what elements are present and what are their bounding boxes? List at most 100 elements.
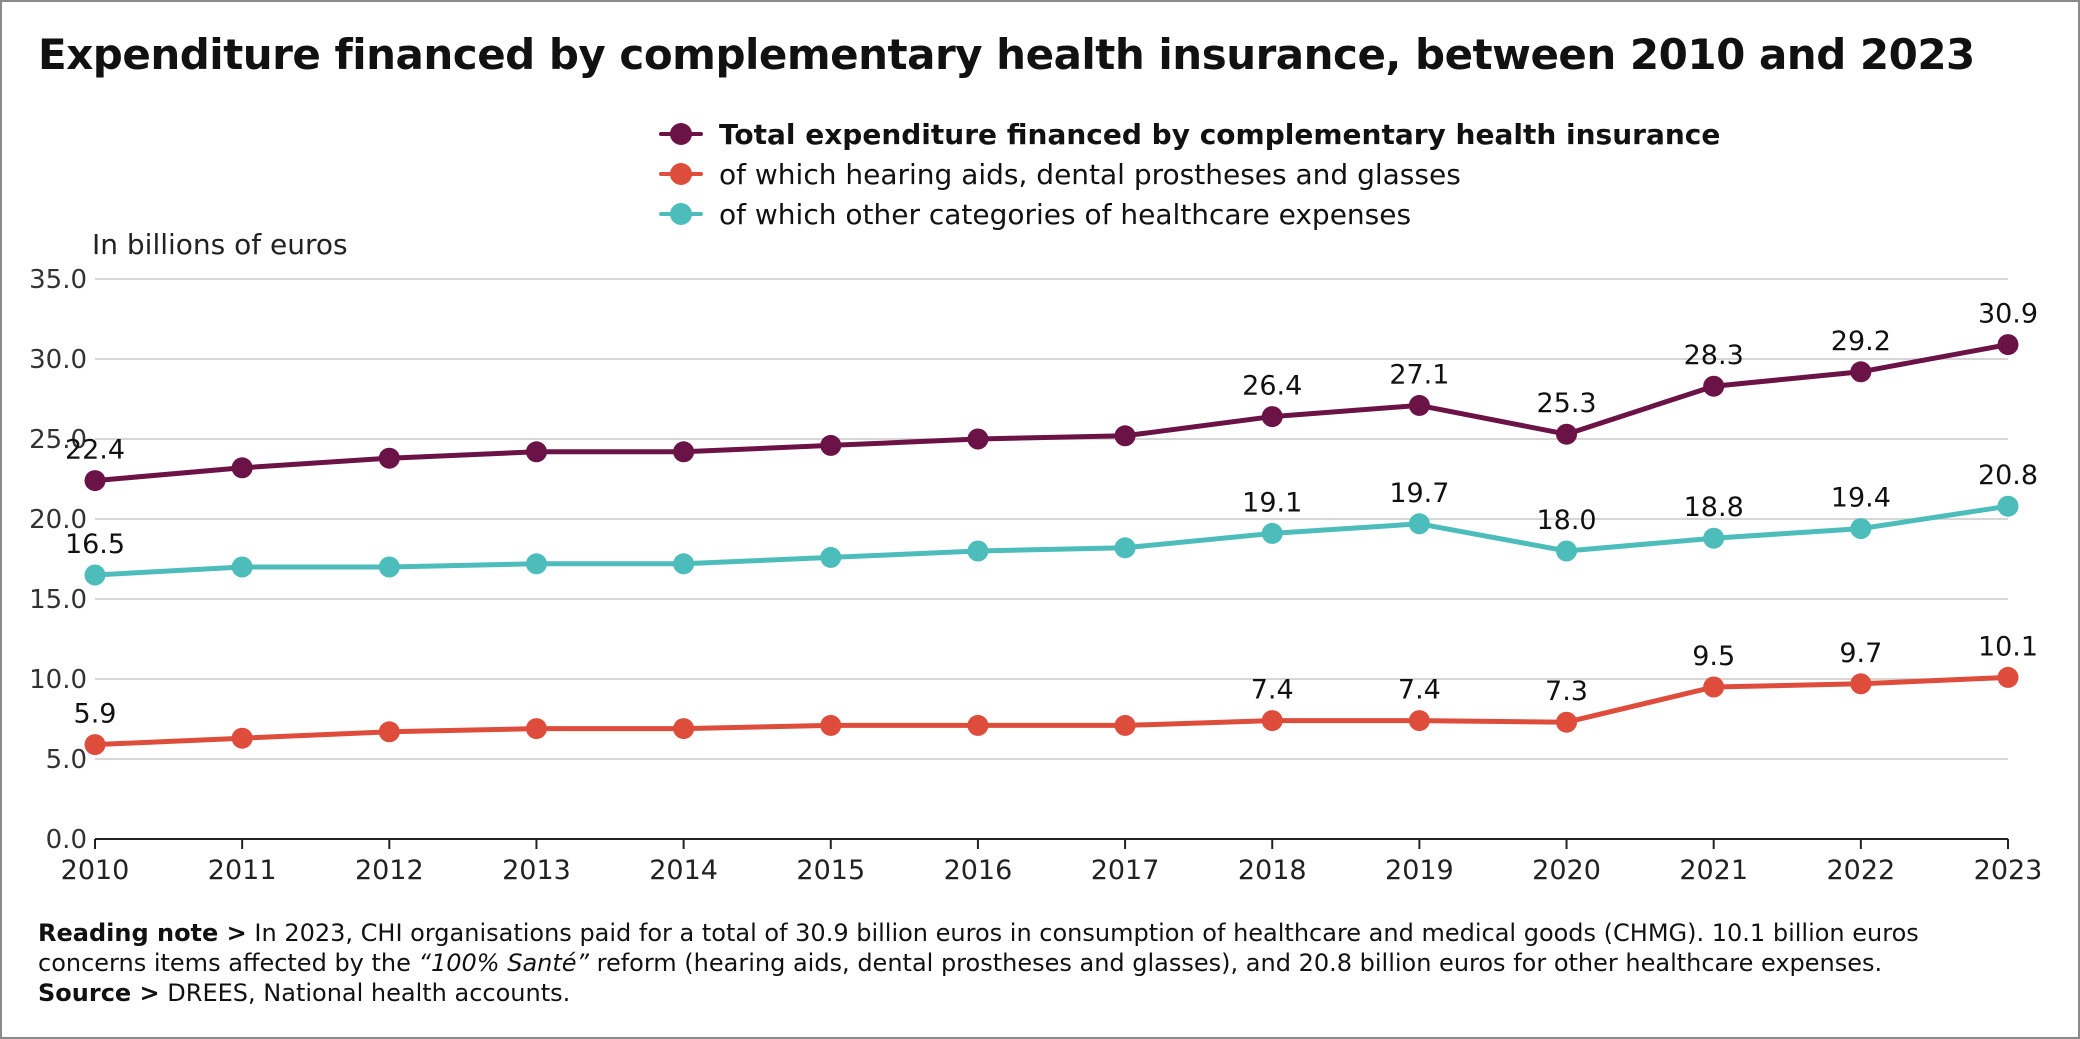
series-1-point-2013 <box>525 441 547 463</box>
reading-note-emphasis: “100% Santé” <box>418 949 589 977</box>
x-tick-label-2012: 2012 <box>355 855 424 886</box>
series-3-point-2016 <box>967 540 989 562</box>
x-tick-label-2023: 2023 <box>1974 855 2043 886</box>
x-tick-label-2016: 2016 <box>944 855 1013 886</box>
series-1-data-label-2010: 22.4 <box>65 435 125 466</box>
series-1-line <box>92 342 2011 484</box>
series-2-point-2017 <box>1114 714 1136 736</box>
series-3-data-label-2023: 20.8 <box>1978 460 2038 491</box>
y-tick-label-25-0: 25.0 <box>29 425 87 455</box>
series-2-data-label-2021: 9.5 <box>1692 641 1735 672</box>
series-1-point-2019 <box>1408 394 1430 416</box>
legend-item-hearing-dental-glasses: of which hearing aids, dental prostheses… <box>655 154 1720 194</box>
series-2-data-label-2010: 5.9 <box>74 699 117 730</box>
x-tick-label-2021: 2021 <box>1679 855 1748 886</box>
series-1-point-2023 <box>1997 334 2019 356</box>
series-1-data-label-2019: 27.1 <box>1389 359 1449 390</box>
series-2-point-2023 <box>1997 666 2019 688</box>
y-tick-label-35-0: 35.0 <box>29 265 87 295</box>
series-2-point-2018 <box>1261 710 1283 732</box>
series-3-point-2012 <box>378 556 400 578</box>
series-2-point-2012 <box>378 721 400 743</box>
series-3-point-2014 <box>673 553 695 575</box>
series-3-point-2020 <box>1556 540 1578 562</box>
series-3-point-2023 <box>1997 495 2019 517</box>
series-1-data-label-2022: 29.2 <box>1831 326 1891 357</box>
legend-marker-hearing-dental-glasses <box>655 163 707 185</box>
series-3-data-label-2020: 18.0 <box>1536 505 1596 536</box>
series-3-point-2011 <box>231 556 253 578</box>
series-1-point-2020 <box>1556 423 1578 445</box>
series-2-line <box>92 674 2011 748</box>
series-3-point-2015 <box>820 546 842 568</box>
series-3-data-label-2018: 19.1 <box>1242 487 1302 518</box>
x-tick-label-2019: 2019 <box>1385 855 1454 886</box>
series-3-point-2017 <box>1114 537 1136 559</box>
y-axis-unit-label: In billions of euros <box>92 228 348 261</box>
series-3-data-label-2021: 18.8 <box>1684 492 1744 523</box>
series-3-point-2018 <box>1261 522 1283 544</box>
legend-item-other-categories: of which other categories of healthcare … <box>655 194 1720 234</box>
x-tick-label-2011: 2011 <box>208 855 277 886</box>
series-1-point-2010 <box>84 470 106 492</box>
series-1-data-label-2023: 30.9 <box>1978 299 2038 330</box>
series-1-point-2015 <box>820 434 842 456</box>
reading-note: Reading note > In 2023, CHI organisation… <box>38 918 2028 978</box>
legend-marker-other-categories <box>655 203 707 225</box>
x-tick-label-2022: 2022 <box>1826 855 1895 886</box>
legend-label-total: Total expenditure financed by complement… <box>719 117 1721 151</box>
series-3-point-2022 <box>1850 518 1872 540</box>
y-tick-label-0-0: 0.0 <box>46 825 87 855</box>
series-1-data-label-2021: 28.3 <box>1684 340 1744 371</box>
source-text: DREES, National health accounts. <box>159 979 571 1007</box>
x-tick-label-2020: 2020 <box>1532 855 1601 886</box>
series-2-data-label-2019: 7.4 <box>1398 675 1441 706</box>
series-2-point-2015 <box>820 714 842 736</box>
x-tick-label-2014: 2014 <box>649 855 718 886</box>
x-tick-label-2010: 2010 <box>61 855 130 886</box>
series-1-point-2017 <box>1114 425 1136 447</box>
chart-notes: Reading note > In 2023, CHI organisation… <box>38 918 2028 1008</box>
reading-note-label: Reading note > <box>38 919 247 947</box>
series-3-data-label-2022: 19.4 <box>1831 483 1891 514</box>
series-1-data-label-2020: 25.3 <box>1536 388 1596 419</box>
legend-item-total: Total expenditure financed by complement… <box>655 114 1720 154</box>
series-2-point-2022 <box>1850 673 1872 695</box>
series-1-point-2012 <box>378 447 400 469</box>
reading-note-text-1: In 2023, CHI organisations paid for a to… <box>38 919 1919 977</box>
series-3-point-2013 <box>525 553 547 575</box>
series-1-data-label-2018: 26.4 <box>1242 371 1302 402</box>
series-3-data-label-2019: 19.7 <box>1389 478 1449 509</box>
series-2-point-2016 <box>967 714 989 736</box>
x-tick-label-2018: 2018 <box>1238 855 1307 886</box>
series-3-line <box>92 503 2011 578</box>
series-3-data-label-2010: 16.5 <box>65 529 125 560</box>
y-tick-label-30-0: 30.0 <box>29 345 87 375</box>
series-2-data-label-2020: 7.3 <box>1545 676 1588 707</box>
reading-note-text-2: reform (hearing aids, dental prostheses … <box>588 949 1883 977</box>
source-note: Source > DREES, National health accounts… <box>38 978 2028 1008</box>
series-2-data-label-2022: 9.7 <box>1839 638 1882 669</box>
source-label: Source > <box>38 979 160 1007</box>
x-tick-label-2017: 2017 <box>1091 855 1160 886</box>
legend: Total expenditure financed by complement… <box>655 114 1720 234</box>
series-2-data-label-2018: 7.4 <box>1251 675 1294 706</box>
series-2-point-2014 <box>673 718 695 740</box>
y-tick-label-15-0: 15.0 <box>29 585 87 615</box>
series-3-point-2021 <box>1703 527 1725 549</box>
series-3-point-2010 <box>84 564 106 586</box>
line-chart: 0.0 5.0 10.0 15.0 20.0 25.0 30.0 35.0 2010 2011 20… <box>29 265 2043 886</box>
series-2-data-label-2023: 10.1 <box>1978 631 2038 662</box>
series-1-point-2014 <box>673 441 695 463</box>
series-2-point-2020 <box>1556 711 1578 733</box>
series-2-point-2010 <box>84 734 106 756</box>
series-1-point-2016 <box>967 428 989 450</box>
y-tick-label-5-0: 5.0 <box>46 745 87 775</box>
series-1-point-2018 <box>1261 406 1283 428</box>
series-1-point-2011 <box>231 457 253 479</box>
x-tick-label-2015: 2015 <box>796 855 865 886</box>
series-2-point-2011 <box>231 727 253 749</box>
series-2-point-2019 <box>1408 710 1430 732</box>
chart-title: Expenditure financed by complementary he… <box>38 30 1975 79</box>
series-2-point-2013 <box>525 718 547 740</box>
